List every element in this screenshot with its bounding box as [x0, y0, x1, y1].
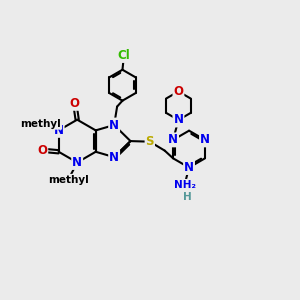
Text: S: S	[146, 135, 154, 148]
Text: Cl: Cl	[118, 49, 130, 62]
Text: methyl: methyl	[48, 175, 88, 185]
Text: H: H	[183, 192, 191, 202]
Text: O: O	[37, 144, 47, 157]
Text: N: N	[200, 134, 210, 146]
Text: N: N	[173, 113, 183, 127]
Text: O: O	[70, 97, 80, 110]
Text: N: N	[184, 161, 194, 174]
Text: N: N	[109, 118, 119, 131]
Text: N: N	[54, 124, 64, 137]
Text: N: N	[72, 156, 82, 169]
Text: methyl: methyl	[20, 119, 61, 129]
Text: N: N	[109, 151, 119, 164]
Text: N: N	[168, 134, 178, 146]
Text: O: O	[173, 85, 183, 98]
Text: NH₂: NH₂	[174, 180, 196, 190]
